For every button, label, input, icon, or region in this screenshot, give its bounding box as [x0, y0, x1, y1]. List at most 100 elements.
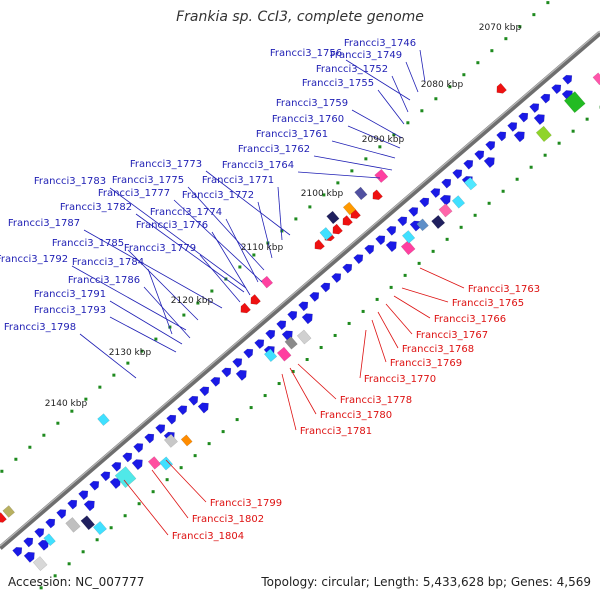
reverse-gene-label[interactable]: Francci3_1767	[416, 330, 488, 341]
reverse-gene-label[interactable]: Francci3_1766	[434, 314, 506, 325]
tick-dot	[238, 265, 242, 269]
tick-dot	[462, 73, 466, 77]
forward-gene	[540, 93, 551, 104]
forward-label-leader	[331, 140, 396, 159]
forward-gene	[386, 225, 397, 236]
reverse-gene-label[interactable]: Francci3_1802	[192, 514, 264, 525]
tick-dot	[196, 301, 200, 305]
forward-gene-label[interactable]: Francci3_1773	[130, 159, 202, 170]
forward-label-leader	[205, 170, 291, 236]
forward-gene-label[interactable]: Francci3_1755	[302, 78, 374, 89]
forward-gene-label[interactable]: Francci3_1761	[256, 129, 328, 140]
tick-dot	[56, 421, 60, 425]
kbp-tick-label: 2100 kbp	[301, 189, 344, 199]
forward-gene-label[interactable]: Francci3_1792	[0, 254, 68, 265]
forward-gene-label[interactable]: Francci3_1764	[222, 160, 294, 171]
tick-dot	[179, 466, 183, 470]
forward-gene	[235, 369, 247, 381]
forward-gene-label[interactable]: Francci3_1771	[202, 175, 274, 186]
forward-gene-label[interactable]: Francci3_1791	[34, 289, 106, 300]
forward-gene-label[interactable]: Francci3_1782	[60, 202, 132, 213]
forward-gene	[23, 537, 34, 548]
forward-gene	[551, 84, 562, 95]
tick-dot	[193, 454, 197, 458]
forward-gene	[298, 301, 309, 312]
forward-gene-label[interactable]: Francci3_1774	[150, 207, 222, 218]
forward-gene	[133, 443, 144, 454]
forward-gene	[375, 235, 386, 246]
tick-dot	[207, 442, 211, 446]
reverse-gene-label[interactable]: Francci3_1763	[468, 284, 540, 295]
forward-gene	[144, 433, 155, 444]
forward-gene-label[interactable]: Francci3_1746	[344, 38, 416, 49]
forward-gene-label[interactable]: Francci3_1776	[136, 220, 208, 231]
reverse-label-leader	[297, 363, 337, 400]
reverse-gene-label[interactable]: Francci3_1778	[340, 395, 412, 406]
tick-dot	[529, 165, 533, 169]
gene-box	[163, 433, 178, 448]
tick-dot	[448, 85, 452, 89]
gene-box	[326, 210, 340, 225]
forward-gene-label[interactable]: Francci3_1775	[112, 175, 184, 186]
gene-box	[92, 520, 108, 536]
tick-dot	[70, 409, 74, 413]
reverse-gene-label[interactable]: Francci3_1769	[390, 358, 462, 369]
forward-gene-label[interactable]: Francci3_1785	[52, 238, 124, 249]
forward-gene-label[interactable]: Francci3_1759	[276, 98, 348, 109]
reverse-gene-label[interactable]: Francci3_1780	[320, 410, 392, 421]
gene-box	[80, 515, 96, 531]
reverse-gene-label[interactable]: Francci3_1804	[172, 531, 244, 542]
forward-gene-label[interactable]: Francci3_1756	[270, 48, 342, 59]
forward-label-leader	[127, 249, 199, 321]
gene-box	[65, 517, 81, 533]
forward-gene	[496, 131, 507, 142]
forward-gene	[430, 188, 441, 199]
forward-gene-label[interactable]: Francci3_1749	[330, 50, 402, 61]
forward-gene	[67, 499, 78, 510]
forward-gene-label[interactable]: Francci3_1779	[124, 243, 196, 254]
tick-dot	[459, 225, 463, 229]
forward-gene-label[interactable]: Francci3_1772	[182, 190, 254, 201]
forward-label-leader	[277, 186, 283, 241]
gene-box	[438, 203, 453, 218]
tick-dot	[14, 457, 18, 461]
forward-gene-label[interactable]: Francci3_1762	[238, 144, 310, 155]
tick-dot	[249, 406, 253, 410]
tick-dot	[126, 361, 130, 365]
forward-gene	[199, 386, 210, 397]
forward-gene	[287, 310, 298, 321]
forward-label-leader	[135, 213, 245, 293]
forward-label-leader	[377, 89, 405, 125]
tick-dot	[305, 358, 309, 362]
forward-gene-label[interactable]: Francci3_1777	[98, 188, 170, 199]
forward-gene-label[interactable]: Francci3_1787	[8, 218, 80, 229]
genome-stats-text: Topology: circular; Length: 5,433,628 bp…	[261, 575, 591, 589]
forward-gene	[385, 241, 397, 253]
forward-gene-label[interactable]: Francci3_1752	[316, 64, 388, 75]
forward-gene-label[interactable]: Francci3_1760	[272, 114, 344, 125]
tick-dot	[277, 382, 281, 386]
forward-gene-label[interactable]: Francci3_1783	[34, 176, 106, 187]
forward-gene	[109, 478, 121, 490]
gene-box	[374, 168, 389, 184]
reverse-gene-label[interactable]: Francci3_1781	[300, 426, 372, 437]
reverse-gene-label[interactable]: Francci3_1765	[452, 298, 524, 309]
forward-gene-label[interactable]: Francci3_1793	[34, 305, 106, 316]
forward-gene-label[interactable]: Francci3_1786	[68, 275, 140, 286]
label-leaders	[71, 49, 465, 536]
gene-box	[592, 72, 600, 86]
forward-gene	[83, 500, 95, 512]
reverse-gene-label[interactable]: Francci3_1768	[402, 344, 474, 355]
reverse-gene	[250, 294, 261, 305]
tick-dot	[221, 430, 225, 434]
forward-gene	[507, 122, 518, 132]
forward-gene	[89, 480, 100, 491]
forward-gene-label[interactable]: Francci3_1798	[4, 322, 76, 333]
tick-dot	[406, 121, 410, 125]
reverse-gene-label[interactable]: Francci3_1770	[364, 374, 436, 385]
reverse-gene-label[interactable]: Francci3_1799	[210, 498, 282, 509]
forward-label-leader	[225, 218, 259, 283]
forward-gene-label[interactable]: Francci3_1784	[72, 257, 144, 268]
forward-label-leader	[173, 199, 263, 283]
